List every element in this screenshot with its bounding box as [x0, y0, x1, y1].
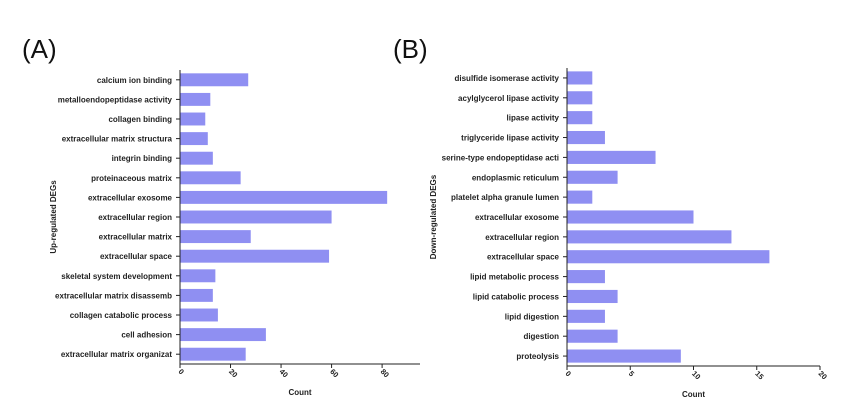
panel-b-bar — [567, 270, 605, 284]
panel-a-bar — [180, 210, 332, 224]
panel-b-x-tick-label: 5 — [627, 369, 636, 378]
panel-a-category-label: proteinaceous matrix — [91, 174, 172, 183]
panel-a-bar — [180, 328, 266, 342]
panel-a-category-label: extracellular space — [100, 252, 173, 261]
panel-b-bar — [567, 111, 593, 125]
panel-b-bar — [567, 150, 656, 164]
panel-b-x-tick-label: 10 — [690, 369, 702, 381]
panel-b-bar — [567, 329, 618, 343]
panel-a-label: (A) — [22, 34, 57, 64]
panel-b-category-label: lipid metabolic process — [470, 273, 559, 282]
panel-a-x-tick-label: 20 — [227, 367, 239, 379]
panel-a-bar — [180, 171, 241, 185]
panel-b-bar — [567, 130, 605, 145]
panel-a-bar — [180, 73, 249, 87]
panel-a-bar — [180, 112, 206, 126]
panel-a-bar — [180, 190, 388, 204]
panel-a-bar — [180, 347, 246, 361]
panel-b-category-label: triglyceride lipase activity — [461, 134, 559, 143]
panel-a-category-label: extracellular matrix structura — [62, 135, 173, 144]
panel-a-bar — [180, 288, 213, 302]
panel-a-bar — [180, 269, 216, 283]
panel-b-bar — [567, 349, 681, 363]
panel-b-category-label: extracellular exosome — [475, 213, 560, 222]
panel-a-bar — [180, 151, 213, 165]
panel-a-category-label: skeletal system development — [61, 272, 172, 281]
panel-a-category-label: integrin binding — [112, 154, 173, 163]
panel-a-x-tick-label: 80 — [379, 367, 391, 379]
panel-a-x-tick-label: 40 — [278, 367, 290, 379]
panel-a-category-label: collagen binding — [108, 115, 172, 124]
panel-a-category-label: extracellular matrix organizat — [61, 350, 172, 359]
panel-b-bar — [567, 210, 694, 224]
panel-b-category-label: lipase activity — [507, 114, 560, 123]
panel-a-x-tick-label: 0 — [177, 367, 186, 376]
panel-a-category-label: extracellular matrix disassemb — [55, 291, 172, 300]
panel-b-x-tick-label: 15 — [753, 369, 765, 381]
panel-a-bar — [180, 308, 218, 322]
panel-b-x-tick-label: 20 — [817, 369, 829, 381]
panel-b-category-label: digestion — [523, 332, 559, 341]
panel-a-bar — [180, 92, 211, 106]
panel-a-x-tick-label: 60 — [328, 367, 340, 379]
panel-b-bar — [567, 71, 593, 85]
panel-b-category-label: lipid catabolic process — [473, 292, 560, 301]
panel-b-y-axis-title: Down-regulated DEGs — [429, 174, 438, 259]
panel-b-category-label: proteolysis — [516, 352, 559, 361]
panel-a-category-label: extracellular matrix — [99, 233, 173, 242]
panel-b-category-label: serine-type endopeptidase acti — [442, 153, 559, 162]
panel-a-bar — [180, 132, 208, 146]
panel-a-category-label: collagen catabolic process — [70, 311, 173, 320]
panel-b-bar — [567, 230, 732, 244]
panel-b-bar — [567, 250, 770, 264]
panel-b-category-label: endoplasmic reticulum — [472, 173, 559, 182]
panel-a-bar — [180, 249, 330, 263]
panel-b-x-axis-title: Count — [682, 390, 705, 399]
panel-a-x-axis-title: Count — [288, 388, 311, 397]
panel-a-y-axis-title: Up-regulated DEGs — [49, 180, 58, 254]
panel-b-bar — [567, 190, 593, 204]
panel-a-category-label: extracellular region — [98, 213, 172, 222]
panel-a-category-label: extracellular exosome — [88, 193, 173, 202]
panel-a-category-label: metalloendopeptidase activity — [58, 95, 173, 104]
panel-b-category-label: acylglycerol lipase activity — [458, 94, 559, 103]
panel-a-category-label: calcium ion binding — [97, 76, 172, 85]
panel-b-bar — [567, 289, 618, 304]
panel-b-x-tick-label: 0 — [564, 369, 573, 378]
panel-b-bar — [567, 309, 605, 323]
panel-b-label: (B) — [393, 34, 428, 64]
panel-a-category-label: cell adhesion — [121, 331, 172, 340]
panel-b-bar — [567, 170, 618, 184]
panel-a-bar — [180, 230, 251, 244]
panel-b-category-label: extracellular space — [487, 253, 560, 262]
panel-b-category-label: lipid digestion — [505, 312, 559, 321]
panel-b-category-label: extracellular region — [485, 233, 559, 242]
panel-b-category-label: disulfide isomerase activity — [455, 74, 560, 83]
panel-b-category-label: platelet alpha granule lumen — [451, 193, 559, 202]
panel-b-bar — [567, 91, 593, 105]
